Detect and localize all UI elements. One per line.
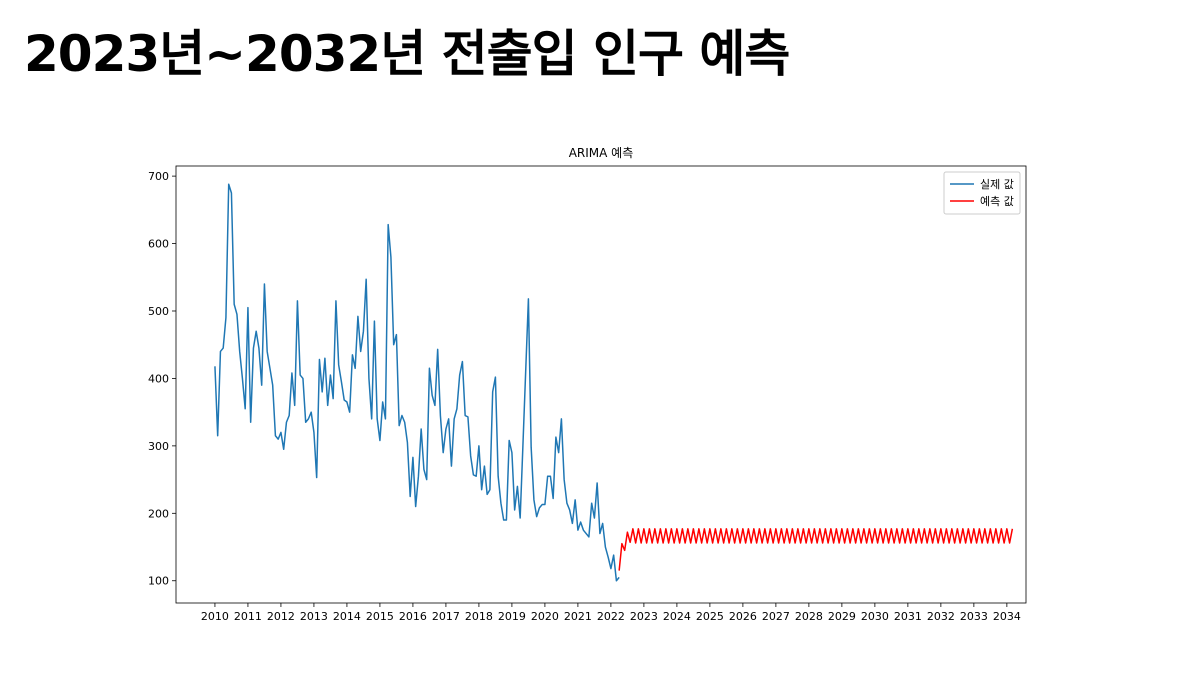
x-tick-label: 2015 xyxy=(366,610,394,623)
x-tick-label: 2017 xyxy=(432,610,460,623)
x-tick-label: 2019 xyxy=(498,610,526,623)
x-tick-label: 2029 xyxy=(828,610,856,623)
x-tick-label: 2028 xyxy=(795,610,823,623)
x-tick-label: 2032 xyxy=(927,610,955,623)
y-tick-label: 400 xyxy=(148,372,169,385)
plot-frame xyxy=(175,165,1027,604)
x-tick-label: 2014 xyxy=(333,610,361,623)
x-tick-label: 2011 xyxy=(234,610,262,623)
x-tick-label: 2030 xyxy=(861,610,889,623)
y-tick-label: 500 xyxy=(148,305,169,318)
x-tick-label: 2012 xyxy=(267,610,295,623)
x-tick-label: 2027 xyxy=(762,610,790,623)
y-tick-label: 600 xyxy=(148,238,169,251)
x-tick-label: 2018 xyxy=(465,610,493,623)
x-tick-label: 2024 xyxy=(663,610,691,623)
y-tick-label: 700 xyxy=(148,170,169,183)
legend-label: 실제 값 xyxy=(980,178,1014,191)
x-tick-label: 2026 xyxy=(729,610,757,623)
x-tick-label: 2031 xyxy=(894,610,922,623)
x-tick-label: 2016 xyxy=(399,610,427,623)
x-tick-label: 2013 xyxy=(300,610,328,623)
x-tick-label: 2025 xyxy=(696,610,724,623)
series-line xyxy=(214,183,620,582)
legend-label: 예측 값 xyxy=(980,195,1014,208)
x-tick-label: 2023 xyxy=(630,610,658,623)
x-tick-label: 2020 xyxy=(531,610,559,623)
y-tick-label: 300 xyxy=(148,440,169,453)
x-tick-label: 2033 xyxy=(960,610,988,623)
x-tick-label: 2034 xyxy=(993,610,1021,623)
chart-title: ARIMA 예측 xyxy=(569,146,634,160)
legend-box xyxy=(943,171,1021,215)
slide-title: 2023년~2032년 전출입 인구 예측 xyxy=(24,25,790,83)
y-tick-label: 200 xyxy=(148,507,169,520)
series-line xyxy=(618,528,1014,571)
x-tick-label: 2021 xyxy=(564,610,592,623)
x-tick-label: 2010 xyxy=(201,610,229,623)
x-tick-label: 2022 xyxy=(597,610,625,623)
y-tick-label: 100 xyxy=(148,575,169,588)
